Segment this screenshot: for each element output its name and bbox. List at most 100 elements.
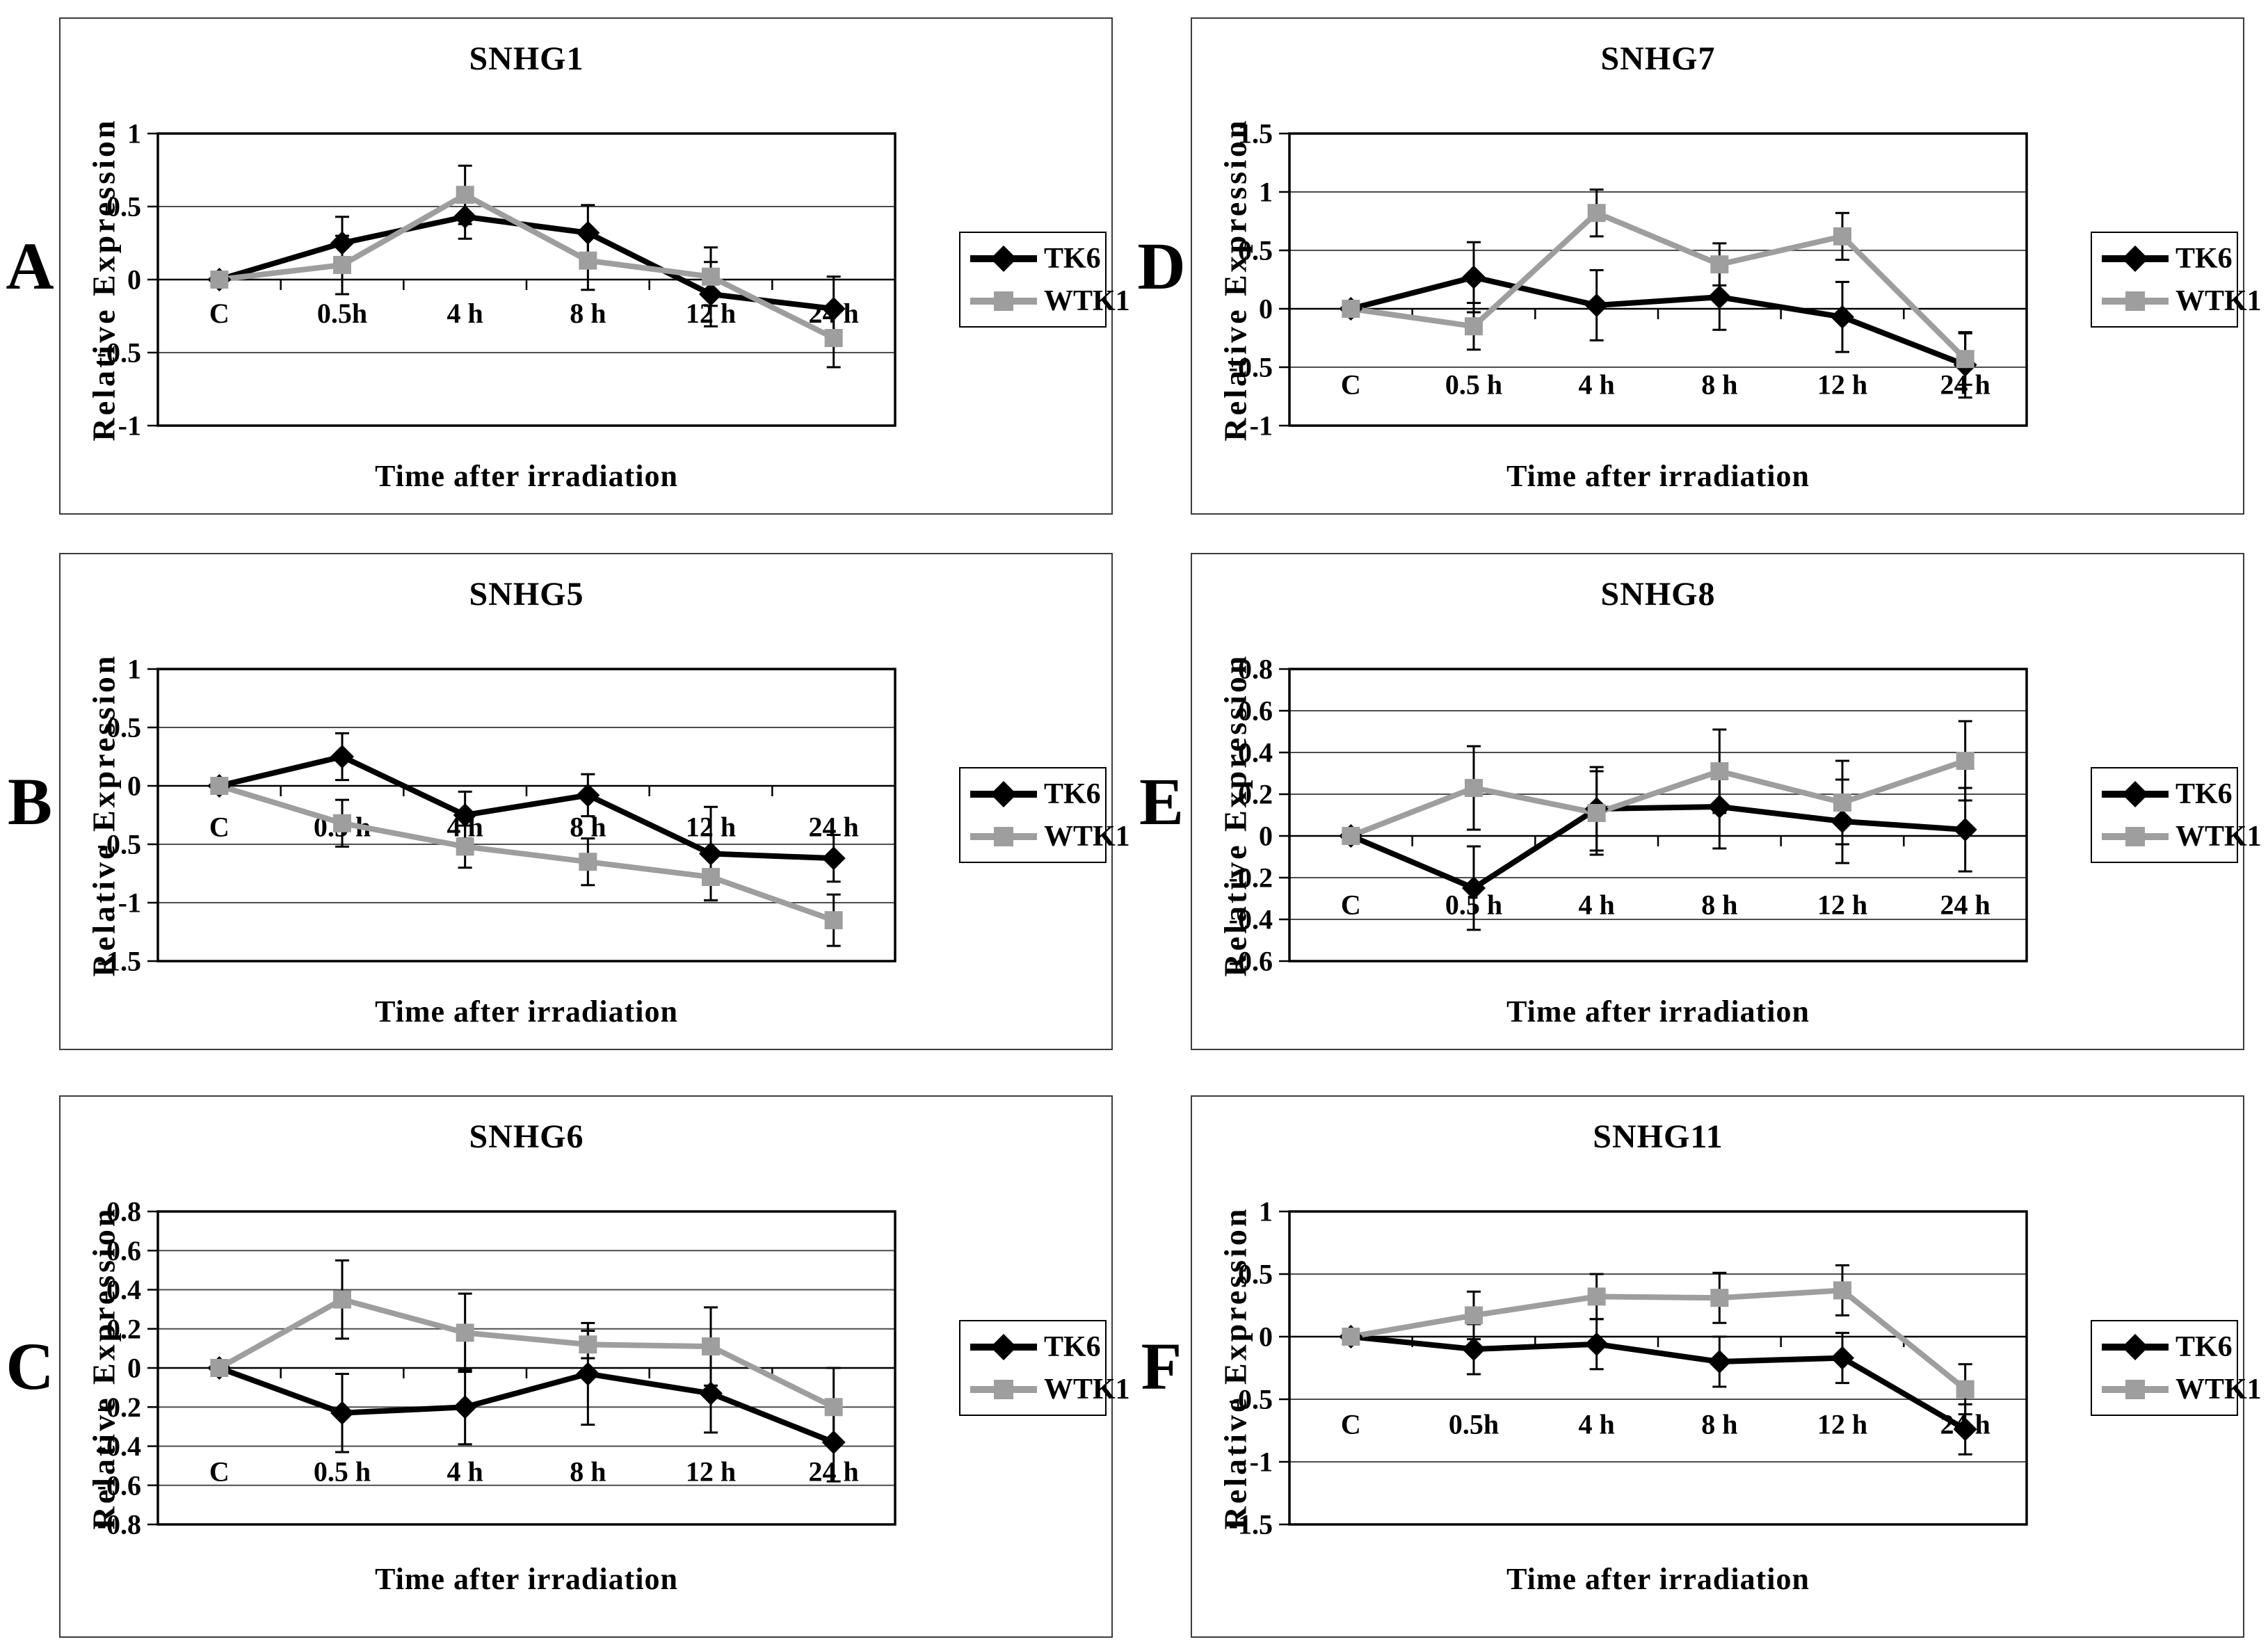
- svg-text:1: 1: [127, 654, 141, 685]
- svg-text:-1.5: -1.5: [1229, 1509, 1273, 1540]
- panel-A: A SNHG1 Relative Expression 1 0.5 0 -0.5 -1 C…: [6, 17, 1130, 515]
- legend-label-wtk1: WTK1: [1044, 820, 1130, 853]
- legend: TK6 WTK1: [2091, 232, 2262, 328]
- svg-text:12 h: 12 h: [686, 1456, 736, 1488]
- svg-text:0.8: 0.8: [106, 1196, 141, 1227]
- legend-label-tk6: TK6: [2175, 778, 2233, 810]
- svg-text:0: 0: [127, 264, 141, 296]
- svg-text:1: 1: [127, 118, 141, 150]
- legend-label-wtk1: WTK1: [1044, 284, 1130, 317]
- x-axis-title: Time after irradiation: [375, 994, 678, 1029]
- wtk1-line-square-icon: [2102, 826, 2169, 846]
- panel-E: E SNHG8 Relative Expression 0.8 0.6 0.4 0.2…: [1139, 553, 2262, 1050]
- x-axis-title: Time after irradiation: [375, 459, 678, 493]
- svg-text:0.5: 0.5: [1238, 1259, 1273, 1290]
- legend-label-tk6: TK6: [2175, 1330, 2233, 1363]
- legend-item-tk6: TK6: [2100, 1332, 2234, 1362]
- svg-text:0.4: 0.4: [1238, 737, 1273, 768]
- legend: TK6 WTK1: [959, 1320, 1130, 1416]
- panel-B: B SNHG5 Relative Expression 1 0.5 0 -0.5 -1 -…: [8, 553, 1130, 1050]
- svg-text:1: 1: [1259, 177, 1273, 208]
- svg-text:-1: -1: [1250, 1447, 1273, 1478]
- svg-text:0: 0: [1259, 293, 1273, 325]
- legend-item-tk6: TK6: [969, 1332, 1102, 1362]
- panel-letter-B: B: [7, 764, 53, 839]
- legend-item-wtk1: WTK1: [969, 286, 1130, 316]
- legend: TK6 WTK1: [2091, 1320, 2262, 1416]
- svg-text:0.5: 0.5: [1238, 235, 1273, 266]
- legend-item-tk6: TK6: [969, 779, 1102, 810]
- svg-text:4 h: 4 h: [447, 1456, 483, 1488]
- svg-text:-1: -1: [118, 887, 141, 919]
- legend-label-tk6: TK6: [1044, 778, 1101, 810]
- y-axis-title: Relative Expression: [1217, 1206, 1253, 1530]
- svg-text:-0.8: -0.8: [97, 1509, 141, 1540]
- svg-text:C: C: [209, 811, 230, 842]
- x-axis-title: Time after irradiation: [375, 1562, 678, 1596]
- svg-text:-0.5: -0.5: [1229, 1384, 1273, 1415]
- svg-text:0.2: 0.2: [1238, 779, 1273, 810]
- chart-title: SNHG11: [1593, 1118, 1723, 1155]
- wtk1-line-square-icon: [2102, 1379, 2169, 1399]
- panel-box-C: SNHG6 Relative Expression 0.8 0.6 0.4 0.2 0-…: [59, 1095, 1130, 1638]
- svg-text:-0.5: -0.5: [97, 829, 141, 860]
- tk6-line-diamond-icon: [2102, 1333, 2169, 1360]
- legend-label-wtk1: WTK1: [2175, 284, 2262, 317]
- plot-area: 0.8 0.6 0.4 0.2 0 -0.2 -0.4 -0.6 -0.8 C 0.5 h 4 h 8 …: [97, 1196, 896, 1540]
- svg-text:8 h: 8 h: [1701, 369, 1737, 401]
- legend-label-wtk1: WTK1: [2175, 1373, 2262, 1406]
- svg-text:4 h: 4 h: [1579, 1409, 1615, 1440]
- svg-text:-0.2: -0.2: [97, 1392, 141, 1423]
- panel-box-D: SNHG7 Relative Expression 1.5 1 0.5 0 -0.5 -1…: [1191, 17, 2262, 515]
- legend-label-wtk1: WTK1: [2175, 820, 2262, 853]
- chart-title: SNHG8: [1600, 576, 1716, 613]
- tk6-line-diamond-icon: [2102, 245, 2169, 272]
- panel-letter-E: E: [1139, 764, 1184, 839]
- svg-text:8 h: 8 h: [1701, 1409, 1737, 1440]
- legend: TK6 WTK1: [959, 767, 1130, 863]
- panel-letter-A: A: [6, 228, 54, 303]
- svg-text:4 h: 4 h: [1579, 369, 1615, 401]
- legend-item-tk6: TK6: [2100, 243, 2234, 274]
- chart-title: SNHG6: [469, 1118, 584, 1155]
- legend-label-tk6: TK6: [1044, 1330, 1101, 1363]
- svg-text:C: C: [1341, 369, 1361, 401]
- svg-text:C: C: [1341, 889, 1361, 921]
- svg-text:0.5 h: 0.5 h: [314, 1456, 371, 1488]
- chart-title: SNHG5: [469, 576, 584, 613]
- legend-label-tk6: TK6: [1044, 242, 1101, 275]
- panel-letter-D: D: [1137, 228, 1186, 303]
- svg-text:0.6: 0.6: [106, 1235, 141, 1266]
- svg-text:4 h: 4 h: [447, 298, 483, 329]
- tk6-line-diamond-icon: [2102, 780, 2169, 807]
- svg-text:4 h: 4 h: [1579, 889, 1615, 921]
- y-axis-title: Relative Expression: [1217, 118, 1253, 442]
- legend-item-wtk1: WTK1: [2100, 821, 2262, 852]
- svg-text:8 h: 8 h: [570, 1456, 606, 1488]
- svg-text:0.5h: 0.5h: [317, 298, 367, 329]
- svg-text:-0.6: -0.6: [97, 1469, 141, 1501]
- x-axis-title: Time after irradiation: [1506, 994, 1810, 1029]
- y-axis-title: Relative Expression: [86, 653, 122, 977]
- svg-text:8 h: 8 h: [570, 298, 606, 329]
- svg-text:C: C: [209, 1456, 230, 1488]
- svg-text:0.8: 0.8: [1238, 654, 1273, 685]
- svg-text:1.5: 1.5: [1238, 118, 1273, 150]
- svg-text:-0.5: -0.5: [97, 337, 141, 369]
- svg-text:24 h: 24 h: [1940, 889, 1990, 921]
- svg-text:-1.5: -1.5: [97, 946, 141, 977]
- tk6-line-diamond-icon: [970, 780, 1037, 807]
- svg-text:8 h: 8 h: [1701, 889, 1737, 921]
- x-axis-title: Time after irradiation: [1506, 459, 1810, 493]
- panel-F: F SNHG11 Relative Expression 1 0.5 0 -0.5 -1…: [1141, 1095, 2262, 1638]
- svg-text:0: 0: [127, 1353, 141, 1384]
- legend-item-tk6: TK6: [969, 243, 1102, 274]
- legend-item-tk6: TK6: [2100, 779, 2234, 810]
- svg-text:0: 0: [1259, 821, 1273, 852]
- panel-C: C SNHG6 Relative Expression 0.8 0.6 0.4 0.2…: [6, 1095, 1130, 1638]
- svg-text:C: C: [1341, 1409, 1361, 1440]
- svg-text:-0.4: -0.4: [1229, 904, 1273, 935]
